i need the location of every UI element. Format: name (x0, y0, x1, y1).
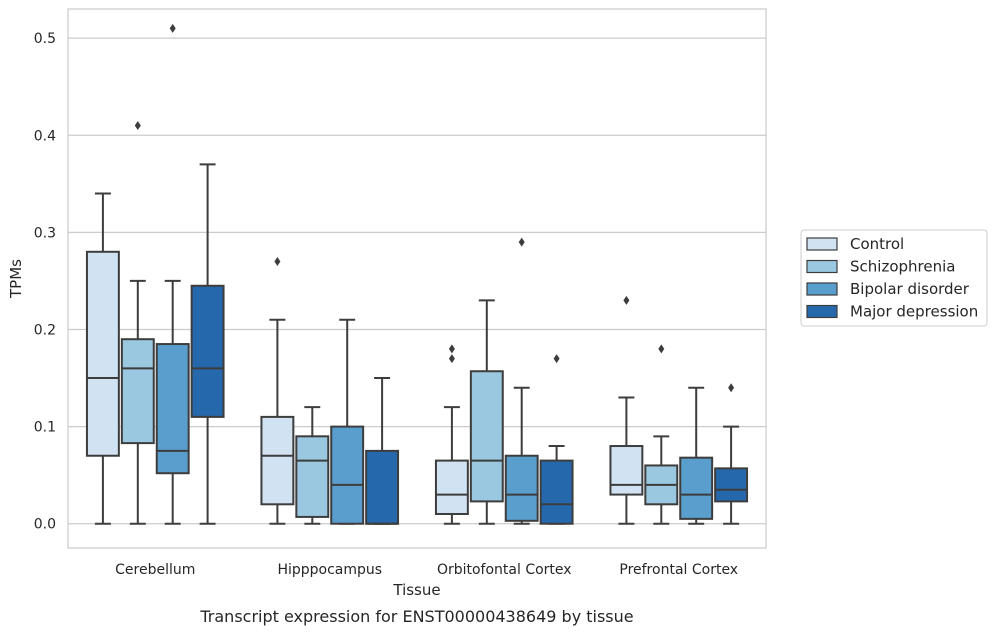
legend-swatch (806, 259, 838, 274)
legend-swatch (806, 282, 838, 296)
outlier-point (728, 383, 735, 393)
box-iqr (260, 415, 295, 506)
box-bipolar-disorder (330, 318, 365, 525)
box-iqr (155, 343, 190, 475)
outlier-point (448, 344, 455, 354)
y-tick-label: 0.5 (34, 31, 56, 47)
box-iqr (190, 284, 225, 418)
box-iqr (365, 449, 400, 525)
legend-swatch (806, 304, 838, 319)
box-iqr (85, 250, 120, 457)
legend-label: Bipolar disorder (850, 280, 970, 298)
box-bipolar-disorder (679, 386, 714, 525)
legend-label: Schizophrenia (850, 258, 955, 276)
box-schizophrenia (469, 299, 504, 525)
box-bipolar-disorder (504, 237, 539, 525)
box-schizophrenia (644, 344, 679, 525)
x-tick-label: Orbitofontal Cortex (437, 562, 572, 578)
box-iqr (504, 454, 539, 522)
x-tick-label: Cerebellum (115, 562, 195, 578)
box-plots (85, 23, 749, 525)
box-iqr (295, 435, 330, 518)
box-control (85, 192, 120, 525)
outlier-point (169, 23, 176, 33)
box-iqr (330, 425, 365, 525)
x-tick-label: Prefrontal Cortex (619, 562, 738, 578)
box-control (434, 344, 469, 525)
outlier-point (658, 344, 665, 354)
box-iqr (609, 445, 644, 496)
box-iqr (539, 459, 574, 525)
legend-label: Major depression (850, 303, 978, 321)
y-tick-label: 0.4 (34, 128, 56, 144)
box-schizophrenia (120, 121, 155, 525)
y-tick-label: 0.3 (34, 225, 56, 241)
box-major-depression (539, 354, 574, 525)
legend-frame (800, 229, 988, 327)
y-tick-labels: 0.0 0.1 0.2 0.3 0.4 0.5 (34, 31, 56, 533)
box-iqr (120, 338, 155, 445)
outlier-point (518, 237, 525, 247)
box-control (260, 257, 295, 525)
x-axis-label: Tissue (392, 581, 440, 599)
legend: Control Schizophrenia Bipolar disorder Majo… (800, 229, 988, 327)
y-tick-label: 0.0 (34, 517, 56, 533)
y-axis-label: TPMs (7, 259, 25, 299)
box-schizophrenia (295, 406, 330, 525)
box-major-depression (190, 163, 225, 525)
box-major-depression (365, 377, 400, 525)
box-iqr (679, 456, 714, 520)
legend-swatch (806, 237, 838, 251)
y-tick-label: 0.1 (34, 420, 56, 436)
box-iqr (434, 459, 469, 516)
x-tick-label: Hipppocampus (277, 562, 382, 578)
outlier-point (134, 121, 141, 131)
outlier-point (448, 354, 455, 364)
box-iqr (714, 467, 749, 503)
box-iqr (469, 370, 504, 503)
legend-label: Control (850, 235, 904, 253)
plot-frame (67, 8, 767, 549)
outlier-point (623, 295, 630, 305)
outlier-point (274, 257, 281, 267)
x-tick-labels: Cerebellum Hipppocampus Orbitofontal Corte… (115, 562, 738, 578)
y-tick-label: 0.2 (34, 322, 56, 338)
chart-caption: Transcript expression for ENST0000043864… (199, 607, 633, 626)
box-major-depression (714, 383, 749, 525)
outlier-point (553, 354, 560, 364)
box-control (609, 295, 644, 525)
box-bipolar-disorder (155, 23, 190, 525)
